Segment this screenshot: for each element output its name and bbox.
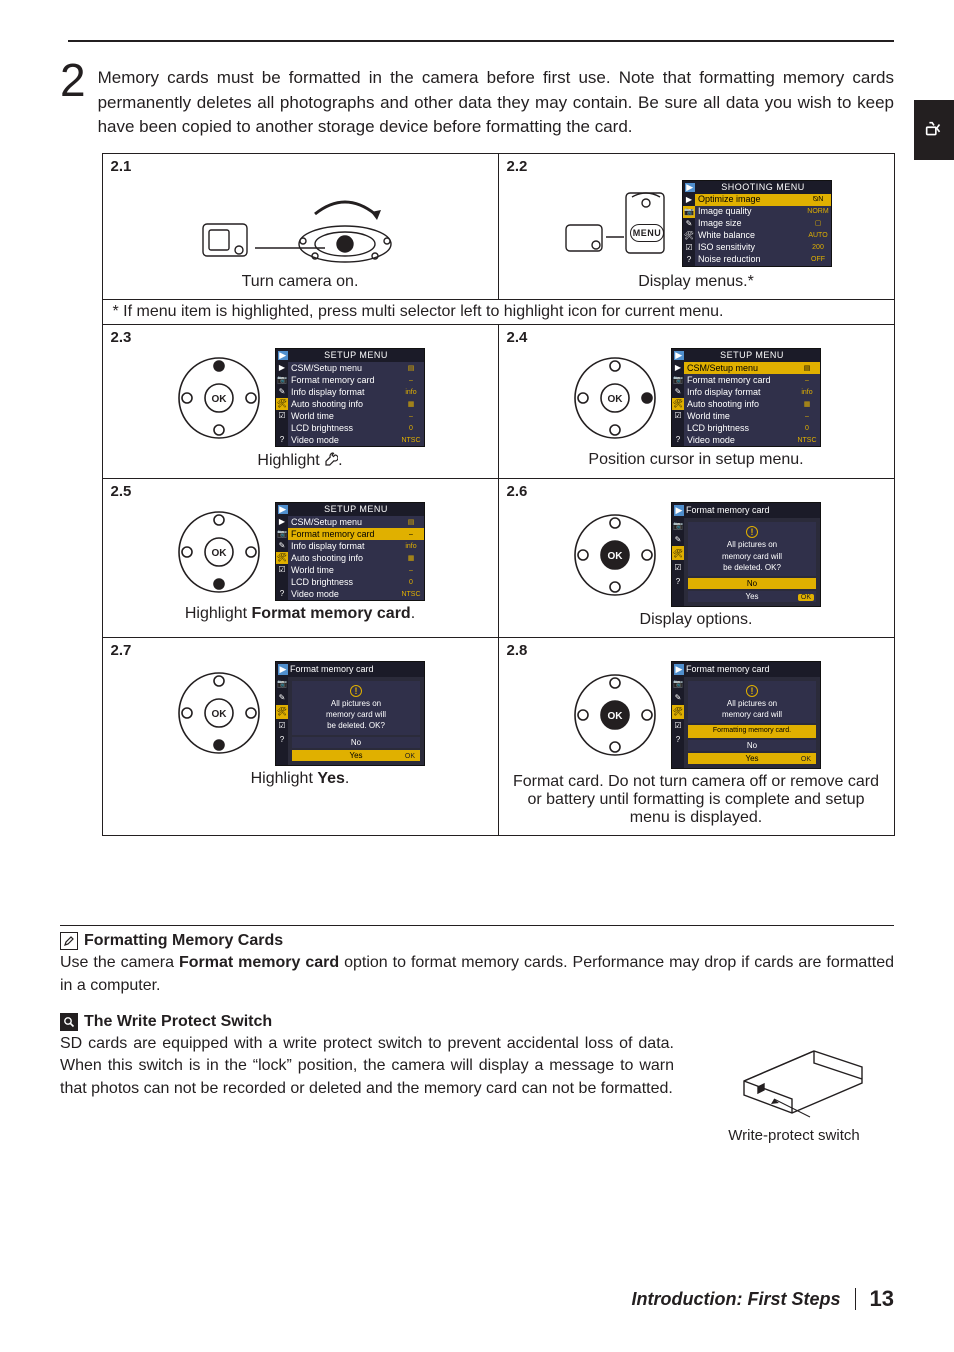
- step-grid: 2.1: [102, 154, 894, 835]
- selector-pad-down: OK: [175, 669, 263, 757]
- cell-caption: Highlight Format memory card.: [111, 605, 490, 623]
- sd-card-figure: Write-protect switch: [694, 1033, 894, 1144]
- svg-text:OK: OK: [608, 394, 624, 405]
- cell-caption: Format card. Do not turn camera off or r…: [507, 773, 886, 827]
- step-number: 2: [60, 60, 86, 101]
- footer-page: 13: [870, 1286, 894, 1312]
- svg-text:OK: OK: [608, 711, 624, 722]
- selector-pad-ok: OK: [571, 671, 659, 759]
- cell-2-6: 2.6 OK ▶Format memory card 📷✎🛠☑?: [498, 478, 895, 638]
- camera-on-illustration: [195, 178, 405, 268]
- svg-text:OK: OK: [212, 394, 228, 405]
- notes-section: Formatting Memory Cards Use the camera F…: [60, 925, 894, 1144]
- cell-caption: Display menus.*: [507, 273, 886, 291]
- warning-icon: !: [350, 685, 362, 697]
- note-text-writeprotect: SD cards are equipped with a write prote…: [60, 1033, 674, 1100]
- svg-text:OK: OK: [212, 548, 228, 559]
- cell-num: 2.6: [507, 483, 886, 500]
- footer-section: Introduction: First Steps: [632, 1289, 841, 1310]
- camera-back-illustration: MENU: [560, 183, 670, 263]
- cell-2-5: 2.5 OK ▶SETUP MENU ▶CSM/Setup menu▤ 📷For…: [102, 478, 499, 638]
- step-2: 2 Memory cards must be formatted in the …: [60, 66, 894, 140]
- selector-pad-ok: OK: [571, 511, 659, 599]
- cell-num: 2.8: [507, 642, 886, 659]
- step-text: Memory cards must be formatted in the ca…: [98, 66, 894, 140]
- note-title-writeprotect: The Write Protect Switch: [60, 1013, 894, 1031]
- menu-button-icon: MENU: [630, 224, 664, 242]
- footer-divider: [855, 1288, 856, 1310]
- setup-menu-23: ▶SETUP MENU ▶CSM/Setup menu▤ 📷Format mem…: [275, 348, 425, 447]
- cell-2-1: 2.1: [102, 153, 499, 300]
- cell-2-8: 2.8 OK ▶Format memory card 📷✎🛠☑?: [498, 637, 895, 836]
- cell-num: 2.2: [507, 158, 886, 175]
- cell-2-3: 2.3 OK ▶SETUP MENU ▶CSM/Setup menu▤ 📷For…: [102, 324, 499, 479]
- cell-2-7: 2.7 OK ▶Format memory card 📷✎🛠☑?: [102, 637, 499, 836]
- cell-caption: Position cursor in setup menu.: [507, 451, 886, 469]
- cell-caption: Display options.: [507, 611, 886, 629]
- wrench-icon: [324, 451, 338, 467]
- note-title-formatting: Formatting Memory Cards: [60, 932, 894, 950]
- cell-num: 2.3: [111, 329, 490, 346]
- top-rule: [68, 40, 894, 42]
- selector-pad-right: OK: [571, 354, 659, 442]
- format-dialog-28: ▶Format memory card 📷✎🛠☑? ! All pictures…: [671, 661, 821, 769]
- format-dialog-26: ▶Format memory card 📷✎🛠☑? ! All pictures…: [671, 502, 821, 607]
- cell-caption: Highlight Yes.: [111, 770, 490, 788]
- shooting-menu: ▶SHOOTING MENU ▶Optimize image⦰N 📷Image …: [682, 180, 832, 267]
- cell-2-2: 2.2 MENU ▶SHO: [498, 153, 895, 300]
- warning-icon: !: [746, 526, 758, 538]
- svg-text:OK: OK: [212, 709, 228, 720]
- cell-num: 2.4: [507, 329, 886, 346]
- cell-num: 2.7: [111, 642, 490, 659]
- cell-caption: Highlight .: [111, 451, 490, 470]
- cell-caption: Turn camera on.: [111, 273, 490, 291]
- format-dialog-27: ▶Format memory card 📷✎🛠☑? ! All pictures…: [275, 661, 425, 766]
- magnifier-icon: [60, 1013, 78, 1031]
- cell-num: 2.1: [111, 158, 490, 175]
- setup-menu-25: ▶SETUP MENU ▶CSM/Setup menu▤ 📷Format mem…: [275, 502, 425, 601]
- cell-2-4: 2.4 OK ▶SETUP MENU ▶CSM/Setup menu▤ 📷For…: [498, 324, 895, 479]
- page-footer: Introduction: First Steps 13: [632, 1286, 894, 1312]
- footnote: * If menu item is highlighted, press mul…: [102, 299, 895, 325]
- menu-title: SHOOTING MENU: [697, 183, 829, 192]
- svg-text:OK: OK: [608, 551, 624, 562]
- selector-pad-down: OK: [175, 508, 263, 596]
- setup-menu-24: ▶SETUP MENU ▶CSM/Setup menu▤ 📷Format mem…: [671, 348, 821, 447]
- pencil-icon: [60, 932, 78, 950]
- selector-pad-up: OK: [175, 354, 263, 442]
- note-text-formatting: Use the camera Format memory card option…: [60, 952, 894, 997]
- cell-num: 2.5: [111, 483, 490, 500]
- play-tab-icon: ▶: [685, 183, 695, 192]
- warning-icon: !: [746, 685, 758, 697]
